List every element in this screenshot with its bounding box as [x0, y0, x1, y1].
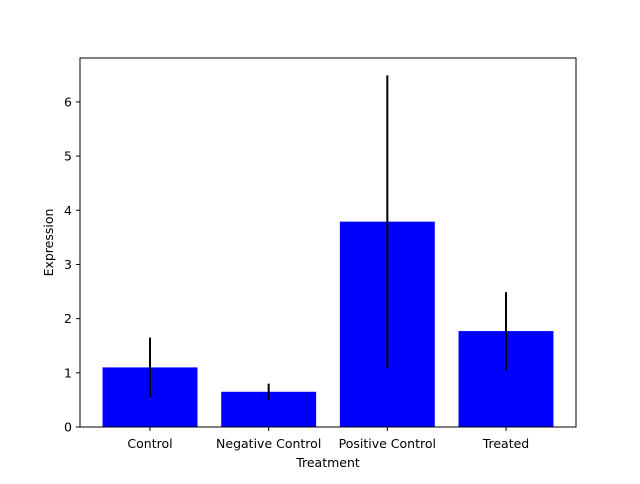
x-axis-label: Treatment — [295, 455, 360, 470]
y-tick-label: 5 — [64, 149, 72, 164]
x-tick-label: Negative Control — [216, 436, 321, 451]
y-tick-label: 2 — [64, 311, 72, 326]
x-tick-label: Treated — [482, 436, 530, 451]
y-tick-label: 0 — [64, 420, 72, 435]
y-tick-label: 4 — [64, 203, 72, 218]
y-axis-label: Expression — [41, 209, 56, 277]
x-tick-label: Positive Control — [339, 436, 436, 451]
x-tick-label: Control — [127, 436, 172, 451]
y-tick-label: 3 — [64, 257, 72, 272]
axes-frame — [79, 57, 577, 428]
y-tick-label: 1 — [64, 365, 72, 380]
y-tick-label: 6 — [64, 94, 72, 109]
